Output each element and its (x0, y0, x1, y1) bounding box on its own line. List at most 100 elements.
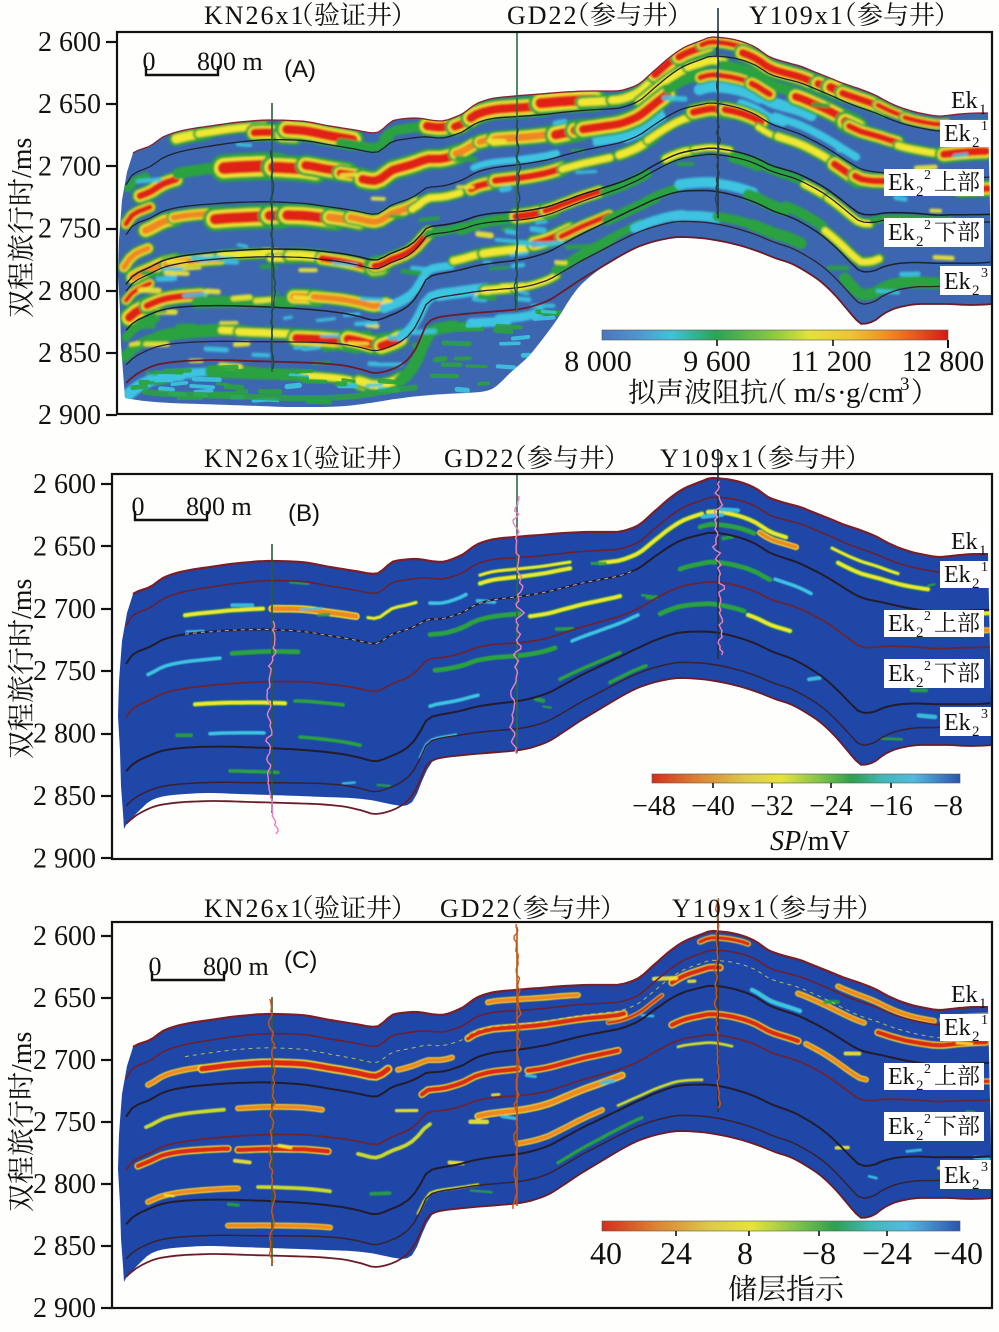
svg-text:2: 2 (924, 168, 931, 183)
svg-text:1: 1 (981, 1013, 988, 1028)
svg-text:Ek: Ek (951, 982, 978, 1008)
svg-text:Ek: Ek (944, 1163, 971, 1189)
svg-text:1: 1 (979, 996, 987, 1012)
svg-text:GD22: GD22 (507, 1, 579, 30)
svg-text:800 m: 800 m (203, 952, 269, 981)
svg-text:Y109x1: Y109x1 (749, 1, 845, 30)
svg-text:Ek: Ek (944, 1015, 971, 1041)
svg-text:0: 0 (149, 952, 162, 981)
svg-text:2: 2 (916, 625, 924, 641)
svg-text:9 600: 9 600 (683, 345, 751, 378)
svg-text:−40: −40 (691, 791, 735, 822)
svg-text:KN26x1: KN26x1 (204, 444, 306, 473)
svg-text:Ek: Ek (888, 661, 915, 687)
svg-text:Y109x1: Y109x1 (660, 444, 756, 473)
svg-text:Ek: Ek (944, 269, 971, 295)
svg-text:0: 0 (143, 47, 156, 76)
svg-text:2: 2 (924, 659, 931, 674)
svg-text:11 200: 11 200 (790, 345, 871, 378)
svg-text:2 900: 2 900 (33, 1293, 96, 1324)
svg-text:−8: −8 (802, 1235, 836, 1271)
svg-text:2: 2 (972, 135, 980, 151)
svg-text:3: 3 (981, 1160, 988, 1175)
svg-text:2 600: 2 600 (38, 27, 101, 58)
svg-text:2 850: 2 850 (38, 338, 101, 369)
svg-text:Y109x1: Y109x1 (672, 894, 768, 923)
svg-text:2 750: 2 750 (33, 656, 96, 687)
svg-text:0: 0 (132, 492, 145, 521)
svg-text:Ek: Ek (888, 611, 915, 637)
svg-text:2 700: 2 700 (38, 151, 101, 182)
svg-text:12 800: 12 800 (902, 345, 985, 378)
svg-text:3: 3 (981, 266, 988, 281)
svg-text:Ek: Ek (951, 88, 978, 114)
svg-text:m/s: m/s (794, 377, 836, 409)
svg-text:2: 2 (916, 234, 924, 250)
svg-text:2: 2 (924, 1112, 931, 1127)
svg-text:/mV: /mV (800, 826, 850, 857)
svg-text:8 000: 8 000 (564, 345, 632, 378)
svg-text:(B): (B) (288, 500, 320, 527)
svg-text:Ek: Ek (944, 562, 971, 588)
svg-text:24: 24 (660, 1235, 692, 1271)
svg-text:2 650: 2 650 (33, 531, 96, 562)
svg-text:2 700: 2 700 (33, 1045, 96, 1076)
svg-text:GD22: GD22 (440, 894, 512, 923)
svg-text:−8: −8 (933, 791, 963, 822)
svg-text:KN26x1: KN26x1 (204, 894, 306, 923)
svg-text:2 750: 2 750 (38, 214, 101, 245)
svg-text:2: 2 (972, 576, 980, 592)
svg-text:g/cm: g/cm (846, 377, 904, 409)
svg-text:/ms: /ms (7, 138, 38, 178)
svg-text:2: 2 (924, 1062, 931, 1077)
svg-text:2: 2 (916, 675, 924, 691)
svg-text:2: 2 (972, 283, 980, 299)
svg-text:Ek: Ek (944, 121, 971, 147)
svg-text:2 700: 2 700 (33, 594, 96, 625)
svg-text:Ek: Ek (951, 529, 978, 555)
svg-text:3: 3 (900, 374, 910, 395)
svg-text:−16: −16 (869, 791, 913, 822)
svg-text:2: 2 (972, 1177, 980, 1193)
svg-text:−40: −40 (933, 1235, 983, 1271)
svg-text:2 600: 2 600 (33, 921, 96, 952)
svg-text:2 600: 2 600 (33, 469, 96, 500)
svg-text:1: 1 (979, 543, 987, 559)
svg-text:Ek: Ek (944, 710, 971, 736)
svg-text:−24: −24 (809, 791, 853, 822)
svg-text:Ek: Ek (888, 220, 915, 246)
svg-text:2 900: 2 900 (38, 400, 101, 431)
svg-text:·: · (837, 377, 847, 409)
svg-text:2 800: 2 800 (33, 1169, 96, 1200)
svg-text:/ms: /ms (7, 1032, 38, 1072)
svg-text:GD22: GD22 (444, 444, 516, 473)
svg-text:2: 2 (972, 1029, 980, 1045)
svg-text:/: / (769, 377, 778, 409)
svg-text:800 m: 800 m (186, 492, 252, 521)
svg-text:/ms: /ms (7, 579, 38, 619)
svg-text:2 850: 2 850 (33, 1231, 96, 1262)
svg-text:1: 1 (981, 119, 988, 134)
svg-text:Ek: Ek (888, 170, 915, 196)
svg-text:2: 2 (924, 218, 931, 233)
svg-text:SP: SP (770, 826, 801, 857)
svg-text:2: 2 (916, 184, 924, 200)
svg-text:KN26x1: KN26x1 (204, 1, 306, 30)
svg-text:2: 2 (916, 1128, 924, 1144)
svg-text:2 650: 2 650 (33, 983, 96, 1014)
svg-text:Ek: Ek (888, 1064, 915, 1090)
svg-text:800 m: 800 m (197, 47, 263, 76)
svg-text:2 800: 2 800 (38, 276, 101, 307)
svg-text:40: 40 (590, 1235, 622, 1271)
svg-text:8: 8 (737, 1235, 753, 1271)
svg-text:1: 1 (981, 560, 988, 575)
svg-text:2 750: 2 750 (33, 1107, 96, 1138)
svg-text:−24: −24 (862, 1235, 912, 1271)
svg-text:−32: −32 (750, 791, 794, 822)
svg-text:2 800: 2 800 (33, 719, 96, 750)
svg-text:Ek: Ek (888, 1114, 915, 1140)
svg-text:(A): (A) (284, 56, 316, 83)
svg-text:1: 1 (979, 102, 987, 118)
svg-text:2: 2 (924, 609, 931, 624)
svg-text:2: 2 (916, 1078, 924, 1094)
